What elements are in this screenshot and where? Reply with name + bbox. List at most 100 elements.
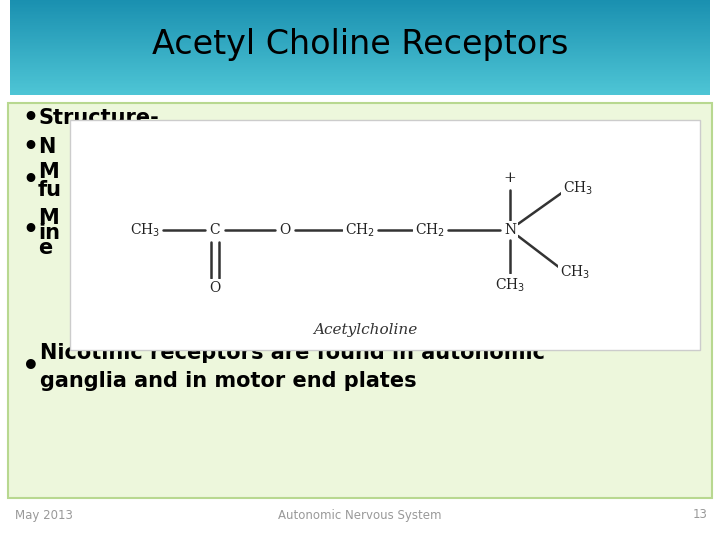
Bar xyxy=(10,73,710,75)
Text: O: O xyxy=(210,281,220,295)
Bar xyxy=(8,103,712,498)
Bar xyxy=(10,77,710,78)
Bar xyxy=(10,37,710,39)
Text: Acetyl Choline Receptors: Acetyl Choline Receptors xyxy=(152,28,568,61)
Text: May 2013: May 2013 xyxy=(15,509,73,522)
Bar xyxy=(10,25,710,28)
Text: M: M xyxy=(38,162,59,182)
Bar xyxy=(10,91,710,93)
Text: e: e xyxy=(38,238,53,258)
Text: Autonomic Nervous System: Autonomic Nervous System xyxy=(278,509,442,522)
Bar xyxy=(10,0,710,1)
Bar xyxy=(10,59,710,60)
Bar xyxy=(10,78,710,79)
Bar xyxy=(10,9,710,11)
Bar xyxy=(10,64,710,65)
Bar xyxy=(10,40,710,42)
Bar xyxy=(10,85,710,87)
Bar xyxy=(10,70,710,71)
Bar xyxy=(10,60,710,62)
Text: CH$_2$: CH$_2$ xyxy=(345,221,375,239)
Bar xyxy=(10,16,710,18)
Bar xyxy=(10,36,710,38)
Bar xyxy=(10,72,710,73)
Bar xyxy=(10,61,710,63)
Text: CH$_3$: CH$_3$ xyxy=(560,264,590,281)
Text: in: in xyxy=(38,223,60,243)
Bar xyxy=(10,43,710,45)
Bar xyxy=(10,31,710,33)
Text: •: • xyxy=(22,135,38,159)
Bar xyxy=(10,67,710,69)
Text: Acetylcholine: Acetylcholine xyxy=(313,323,417,337)
Bar xyxy=(10,80,710,82)
Bar xyxy=(10,63,710,64)
Text: N: N xyxy=(504,223,516,237)
Text: C: C xyxy=(210,223,220,237)
Bar xyxy=(10,93,710,95)
Bar xyxy=(10,6,710,8)
Text: CH$_3$: CH$_3$ xyxy=(495,276,525,294)
Bar xyxy=(10,79,710,81)
Bar xyxy=(10,30,710,32)
Bar xyxy=(10,48,710,50)
Text: CH$_3$: CH$_3$ xyxy=(130,221,160,239)
Bar xyxy=(10,28,710,30)
Text: 13: 13 xyxy=(693,509,708,522)
Bar xyxy=(10,76,710,77)
Bar xyxy=(10,39,710,40)
Bar xyxy=(10,86,710,88)
Text: Structure-: Structure- xyxy=(38,108,158,128)
Bar xyxy=(10,12,710,14)
Bar xyxy=(10,84,710,85)
Text: •: • xyxy=(22,106,38,130)
Text: +: + xyxy=(503,171,516,185)
Text: CH$_3$: CH$_3$ xyxy=(563,179,593,197)
Bar xyxy=(10,10,710,12)
Bar xyxy=(10,15,710,17)
Bar xyxy=(10,58,710,59)
Text: fu: fu xyxy=(38,180,62,200)
Bar xyxy=(10,47,710,49)
Bar xyxy=(10,92,710,94)
Bar xyxy=(10,49,710,51)
Bar xyxy=(10,14,710,16)
Bar xyxy=(10,75,710,76)
Bar xyxy=(10,29,710,31)
Bar xyxy=(10,23,710,25)
Bar xyxy=(10,22,710,24)
Bar xyxy=(10,4,710,6)
Bar xyxy=(10,5,710,7)
Bar xyxy=(10,46,710,48)
Bar xyxy=(70,120,700,350)
Text: N: N xyxy=(38,137,55,157)
Bar xyxy=(10,51,710,52)
Bar xyxy=(10,87,710,89)
Bar xyxy=(10,18,710,20)
Text: •: • xyxy=(22,168,38,192)
Text: CH$_2$: CH$_2$ xyxy=(415,221,445,239)
Bar xyxy=(10,57,710,58)
Bar xyxy=(10,65,710,66)
Bar xyxy=(10,82,710,83)
Bar xyxy=(10,55,710,57)
Bar xyxy=(10,83,710,84)
Bar xyxy=(10,66,710,68)
Bar xyxy=(10,21,710,23)
Bar xyxy=(10,27,710,29)
Bar xyxy=(10,42,710,44)
Text: •: • xyxy=(22,218,38,242)
Bar xyxy=(10,90,710,91)
Bar xyxy=(10,71,710,72)
Bar xyxy=(10,41,710,43)
Bar xyxy=(10,52,710,53)
Bar xyxy=(10,2,710,4)
Text: M: M xyxy=(38,208,59,228)
Bar xyxy=(10,24,710,26)
Text: O: O xyxy=(279,223,291,237)
Bar xyxy=(10,11,710,13)
Bar xyxy=(10,19,710,22)
Text: •: • xyxy=(22,353,40,381)
Bar xyxy=(10,53,710,55)
Bar xyxy=(10,45,710,46)
